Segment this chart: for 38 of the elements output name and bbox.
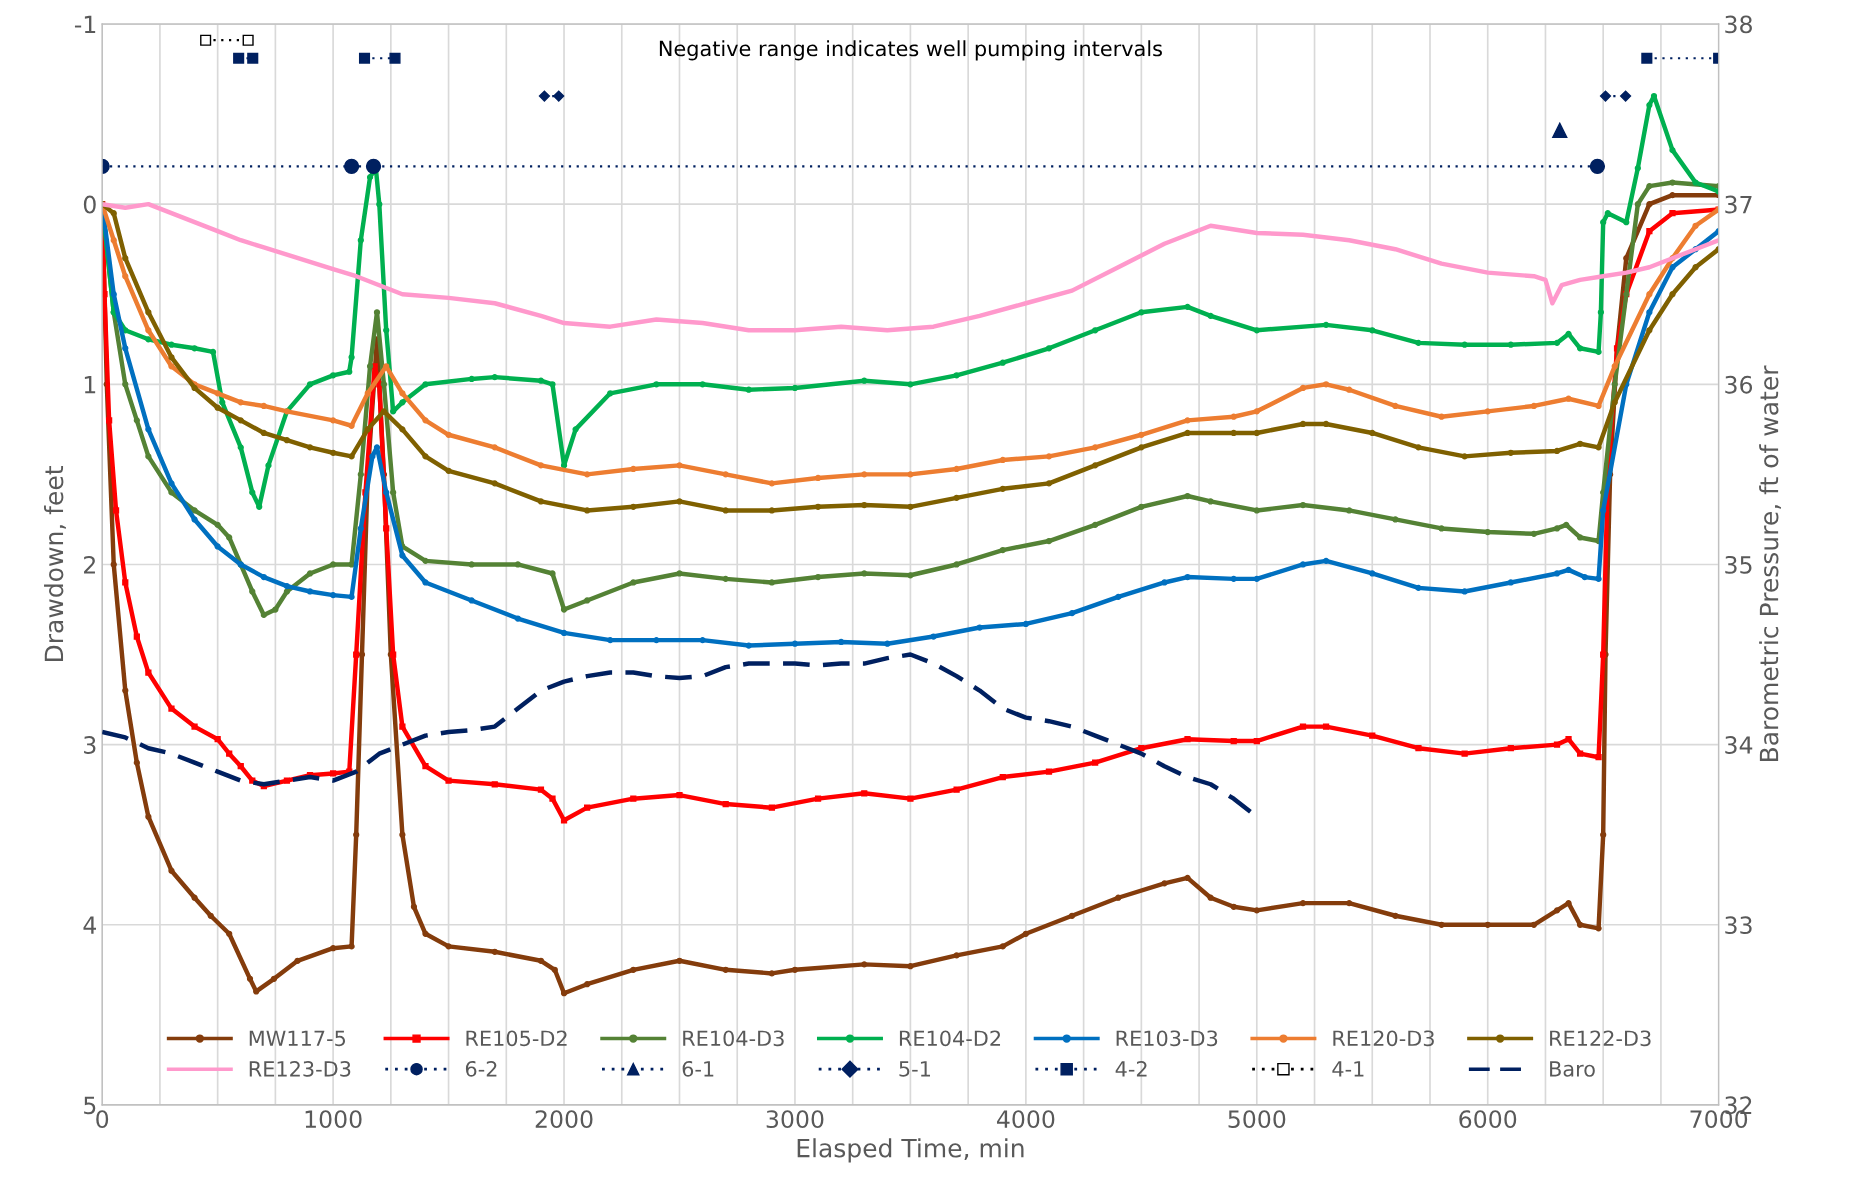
legend-label: RE105-D2 — [466, 1030, 567, 1047]
y-tick-label: 3 — [84, 736, 96, 754]
x-axis-title: Elasped Time, min — [797, 1138, 1024, 1163]
y2-tick-label: 34 — [1725, 736, 1753, 754]
y-tick-label: 1 — [84, 376, 96, 394]
y2-tick-label: 37 — [1725, 195, 1752, 214]
x-tick-label: 4000 — [996, 1110, 1055, 1129]
legend-label: 6-1 — [682, 1060, 714, 1077]
y-axis-title: Drawdown, feet — [44, 466, 66, 662]
legend-label: RE122-D3 — [1550, 1030, 1651, 1047]
legend-label: RE123-D3 — [249, 1060, 351, 1077]
x-tick-label: 5000 — [1228, 1110, 1286, 1129]
y2-tick-label: 36 — [1725, 375, 1753, 394]
y2-tick-label: 35 — [1725, 555, 1752, 574]
legend-label: RE120-D3 — [1333, 1030, 1434, 1047]
y-tick-label: 2 — [84, 555, 95, 574]
y-tick-label: 0 — [83, 195, 96, 214]
legend-label: Baro — [1550, 1061, 1595, 1077]
annotation: Negative range indicates well pumping intervals — [659, 40, 1162, 61]
legend-label: 4-1 — [1332, 1061, 1364, 1077]
legend-label: 4-2 — [1115, 1060, 1147, 1077]
y-tick-label: -1 — [74, 15, 96, 33]
legend-label: 6-2 — [465, 1060, 497, 1077]
legend-label: RE103-D3 — [1116, 1030, 1218, 1047]
legend-label: MW117-5 — [249, 1030, 346, 1047]
y2-axis-title: Barometric Pressure, ft of water — [1759, 365, 1782, 761]
y-tick-label: 5 — [84, 1096, 96, 1115]
y2-tick-label: 33 — [1725, 916, 1752, 935]
x-tick-label: 3000 — [766, 1110, 824, 1129]
x-tick-label: 2000 — [535, 1110, 593, 1129]
legend-label: RE104-D2 — [899, 1030, 1001, 1047]
x-tick-label: 6000 — [1459, 1110, 1517, 1129]
y-tick-label: 4 — [83, 916, 96, 934]
x-tick-label: 0 — [96, 1110, 109, 1129]
y2-tick-label: 38 — [1725, 15, 1752, 34]
legend-label: RE104-D3 — [683, 1030, 784, 1047]
legend-label: 5-1 — [899, 1061, 930, 1077]
x-tick-label: 1000 — [305, 1110, 362, 1129]
